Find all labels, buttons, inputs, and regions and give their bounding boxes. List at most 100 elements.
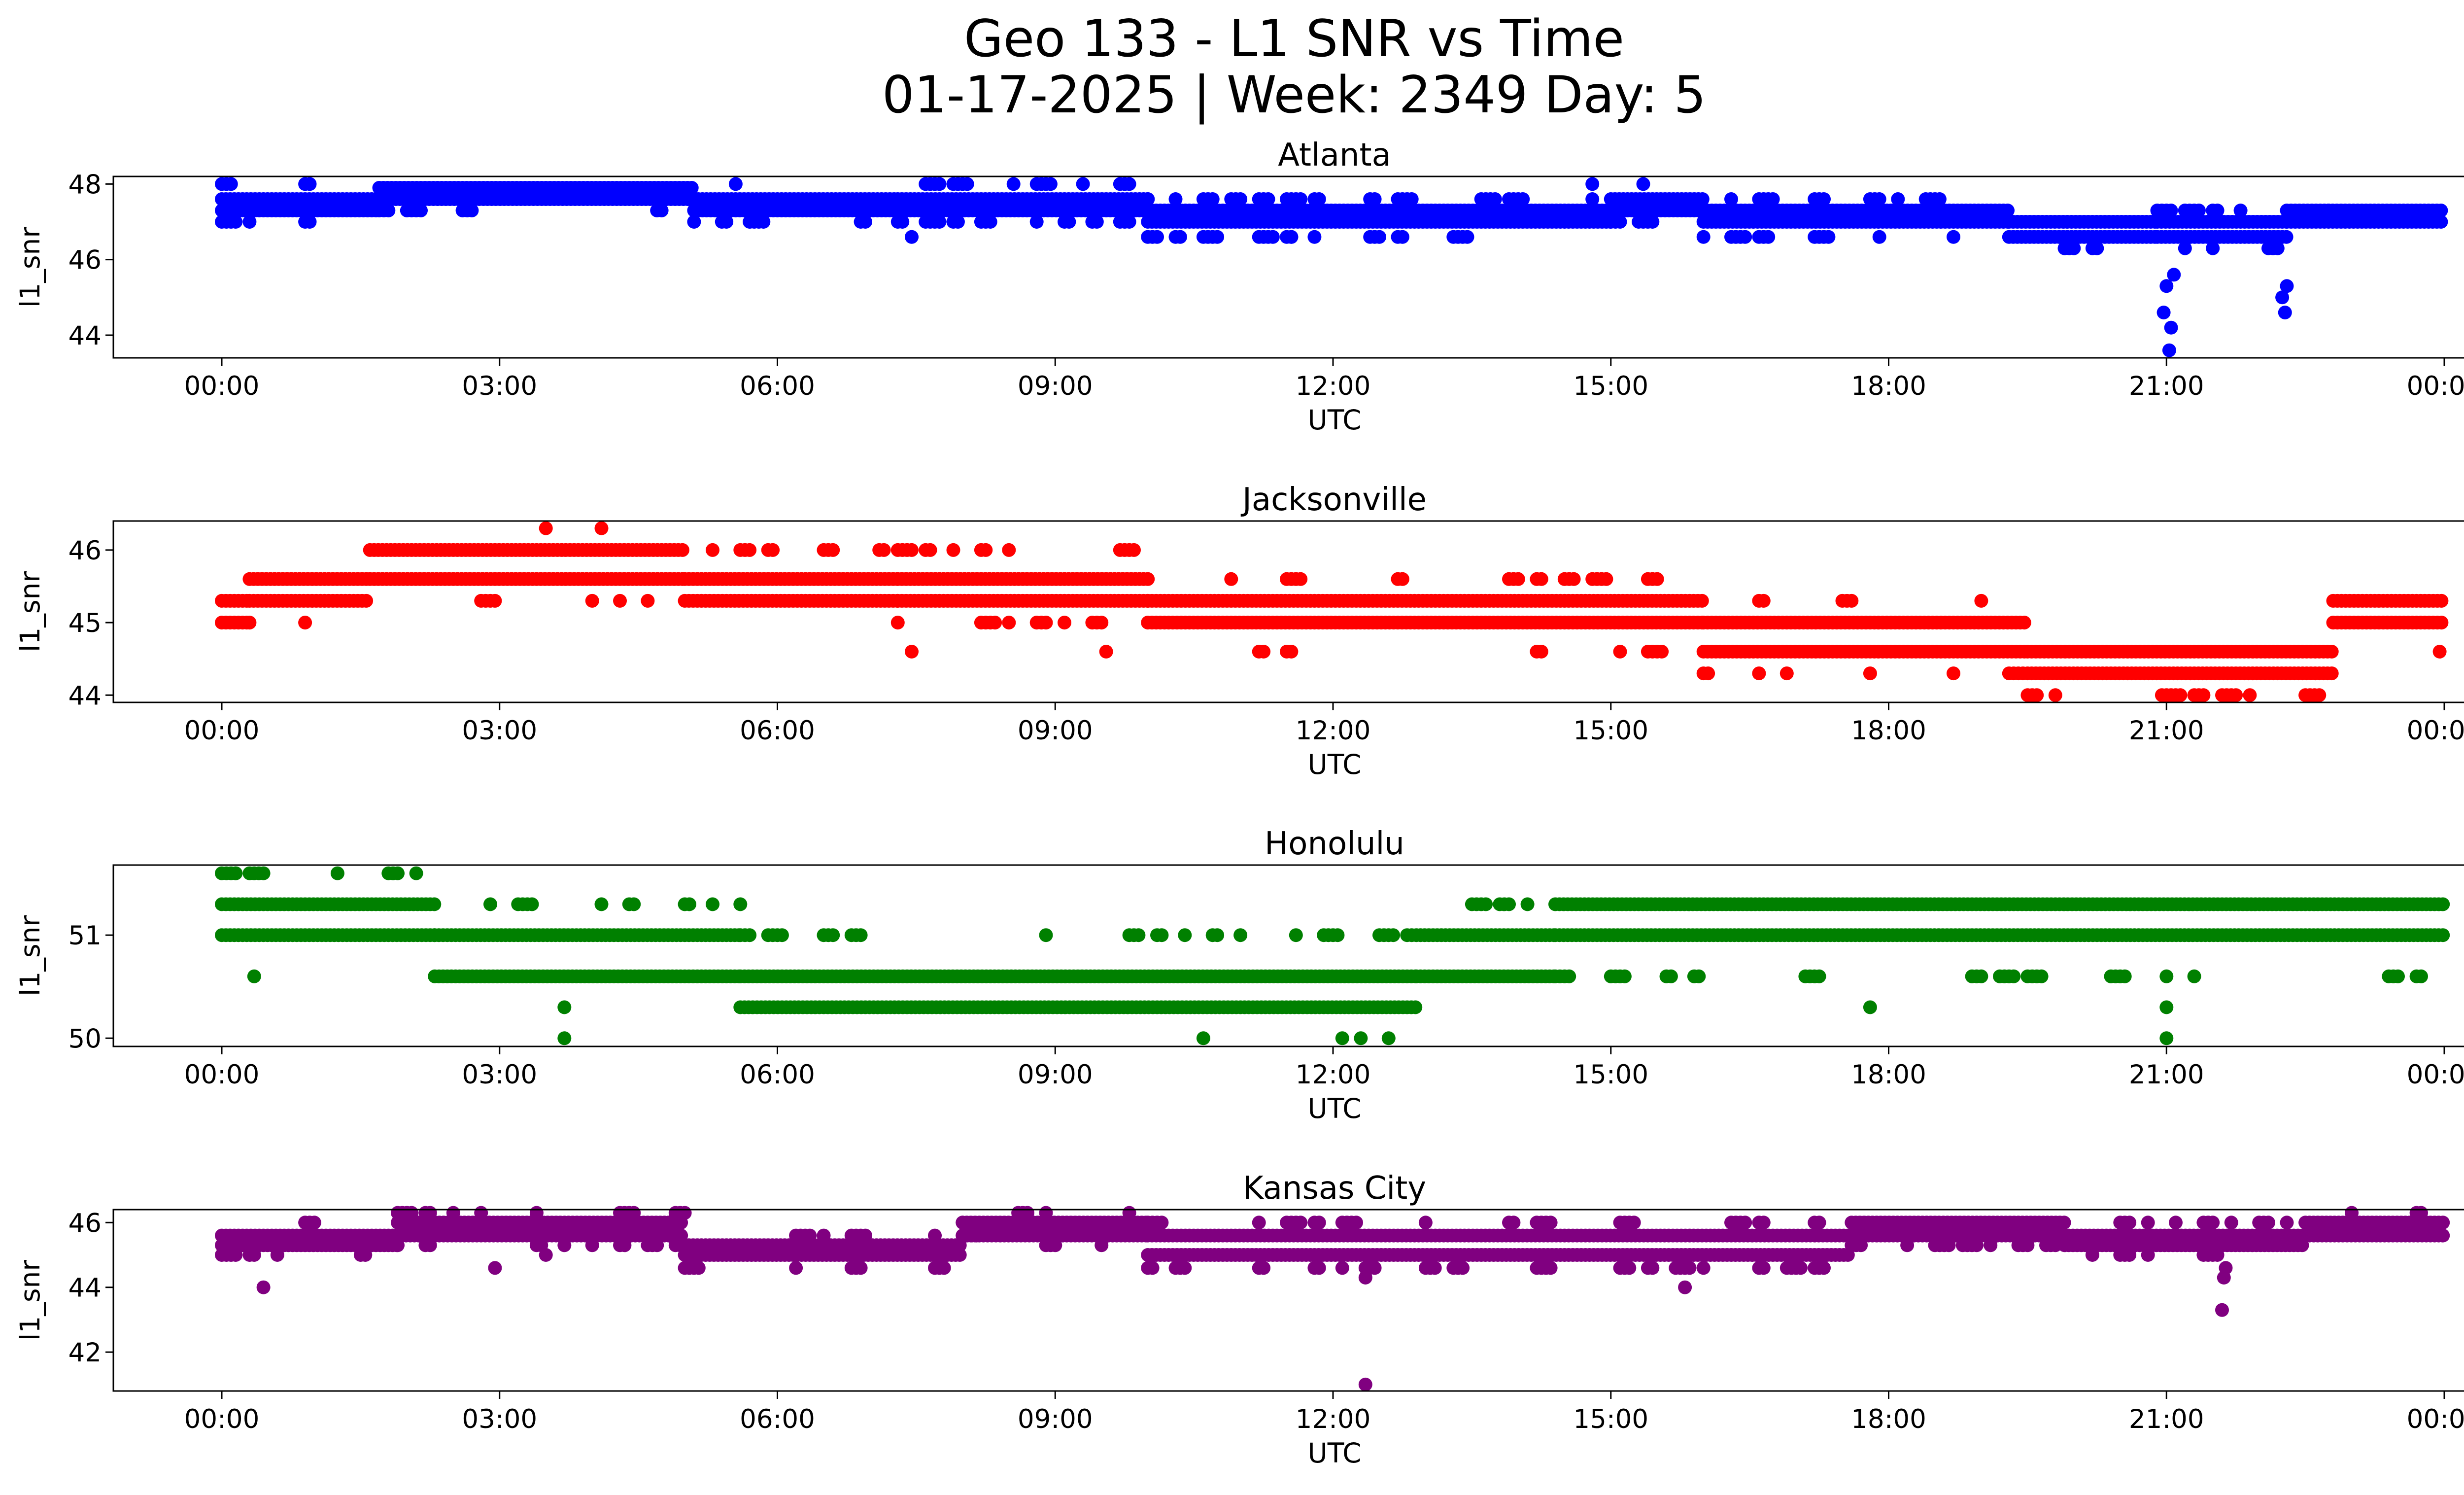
data-point — [2057, 1216, 2071, 1230]
subplot-title: Honolulu — [1265, 826, 1404, 862]
y-axis-label: l1_snr — [14, 571, 46, 652]
data-point — [817, 1228, 831, 1243]
data-point-outlier — [557, 1000, 572, 1014]
data-point — [1645, 215, 1660, 229]
data-point — [2210, 204, 2224, 217]
data-point — [2007, 969, 2021, 983]
data-point — [2141, 1216, 2155, 1230]
data-point — [1312, 192, 1326, 206]
data-point — [1738, 1216, 1752, 1230]
data-point — [1020, 1206, 1034, 1220]
data-point — [1127, 543, 1141, 557]
data-point — [1294, 192, 1308, 206]
data-point — [1460, 230, 1474, 244]
data-point — [1516, 192, 1530, 206]
data-point — [1780, 666, 1794, 681]
data-point-outlier — [1381, 1031, 1396, 1045]
data-point — [1488, 192, 1502, 206]
data-point — [483, 897, 497, 911]
data-point-outlier — [905, 230, 919, 244]
data-points — [215, 177, 2448, 357]
data-point — [2187, 969, 2201, 983]
x-tick-label: 21:00 — [2129, 716, 2204, 746]
data-point-outlier — [2159, 1000, 2174, 1014]
data-point — [1817, 192, 1831, 206]
data-point — [2436, 928, 2450, 942]
data-point — [1821, 230, 1836, 244]
data-point — [988, 616, 1002, 630]
data-point — [1724, 192, 1738, 206]
data-point — [1845, 593, 1859, 608]
data-point — [691, 1261, 706, 1275]
data-point — [1428, 1261, 1442, 1275]
data-point — [2122, 1216, 2137, 1230]
y-tick-label: 50 — [68, 1024, 102, 1054]
data-point — [1854, 1238, 1868, 1252]
data-point — [932, 215, 947, 229]
data-point — [946, 543, 960, 557]
data-point — [2391, 969, 2405, 983]
data-point — [1613, 645, 1627, 659]
data-point — [1386, 928, 1401, 942]
data-point — [1761, 230, 1776, 244]
data-point-outlier — [1099, 645, 1113, 659]
data-point — [2192, 204, 2206, 217]
y-axis-label: l1_snr — [14, 227, 46, 308]
data-point — [270, 1248, 284, 1262]
data-point — [1178, 1261, 1192, 1275]
data-point — [303, 177, 317, 191]
data-point — [229, 215, 243, 229]
x-tick-label: 15:00 — [1573, 371, 1648, 401]
data-point — [1312, 1261, 1326, 1275]
data-point — [2436, 897, 2450, 911]
data-point-outlier — [2156, 306, 2171, 319]
y-tick-label: 45 — [68, 608, 102, 638]
data-point-outlier — [2432, 645, 2447, 659]
data-point — [1543, 1261, 1558, 1275]
data-point-outlier — [2278, 306, 2292, 319]
data-point — [427, 897, 442, 911]
data-point — [890, 616, 905, 630]
data-point — [1794, 1261, 1808, 1275]
figure-title-line-2: 01-17-2025 | Week: 2349 Day: 5 — [882, 66, 1706, 125]
data-point — [2229, 688, 2243, 702]
data-point — [2224, 1216, 2238, 1230]
data-point — [242, 215, 257, 229]
data-point — [1168, 192, 1183, 206]
data-point — [2173, 688, 2188, 702]
data-point-outlier — [2162, 343, 2176, 357]
data-point — [743, 543, 757, 557]
data-point — [1395, 572, 1409, 586]
data-point — [2325, 666, 2339, 681]
data-point — [1627, 1216, 1641, 1230]
data-point — [2261, 1216, 2275, 1230]
data-point — [229, 1248, 243, 1262]
data-point — [1756, 1261, 1771, 1275]
data-point — [1695, 192, 1710, 206]
data-point — [1002, 616, 1016, 630]
data-point — [1062, 215, 1076, 229]
x-tick-label: 21:00 — [2129, 371, 2204, 401]
data-point — [979, 543, 993, 557]
data-point — [905, 543, 919, 557]
data-point-outlier — [905, 645, 919, 659]
data-point — [1294, 572, 1308, 586]
data-point — [1585, 192, 1600, 206]
data-point — [1408, 1000, 1423, 1014]
data-point — [1284, 645, 1299, 659]
data-point — [766, 543, 780, 557]
x-axis-label: UTC — [1307, 404, 1361, 436]
data-point-outlier — [2280, 279, 2294, 293]
data-point — [1664, 969, 1678, 983]
data-point — [1567, 572, 1581, 586]
data-point-outlier — [247, 969, 261, 983]
x-tick-label: 21:00 — [2129, 1060, 2204, 1090]
data-point — [1692, 969, 1706, 983]
data-point — [298, 616, 312, 630]
data-point — [1756, 1216, 1771, 1230]
data-point — [683, 897, 696, 911]
x-tick-label: 00:00 — [2407, 716, 2464, 746]
y-tick-label: 46 — [68, 536, 102, 566]
data-points — [215, 866, 2450, 1045]
